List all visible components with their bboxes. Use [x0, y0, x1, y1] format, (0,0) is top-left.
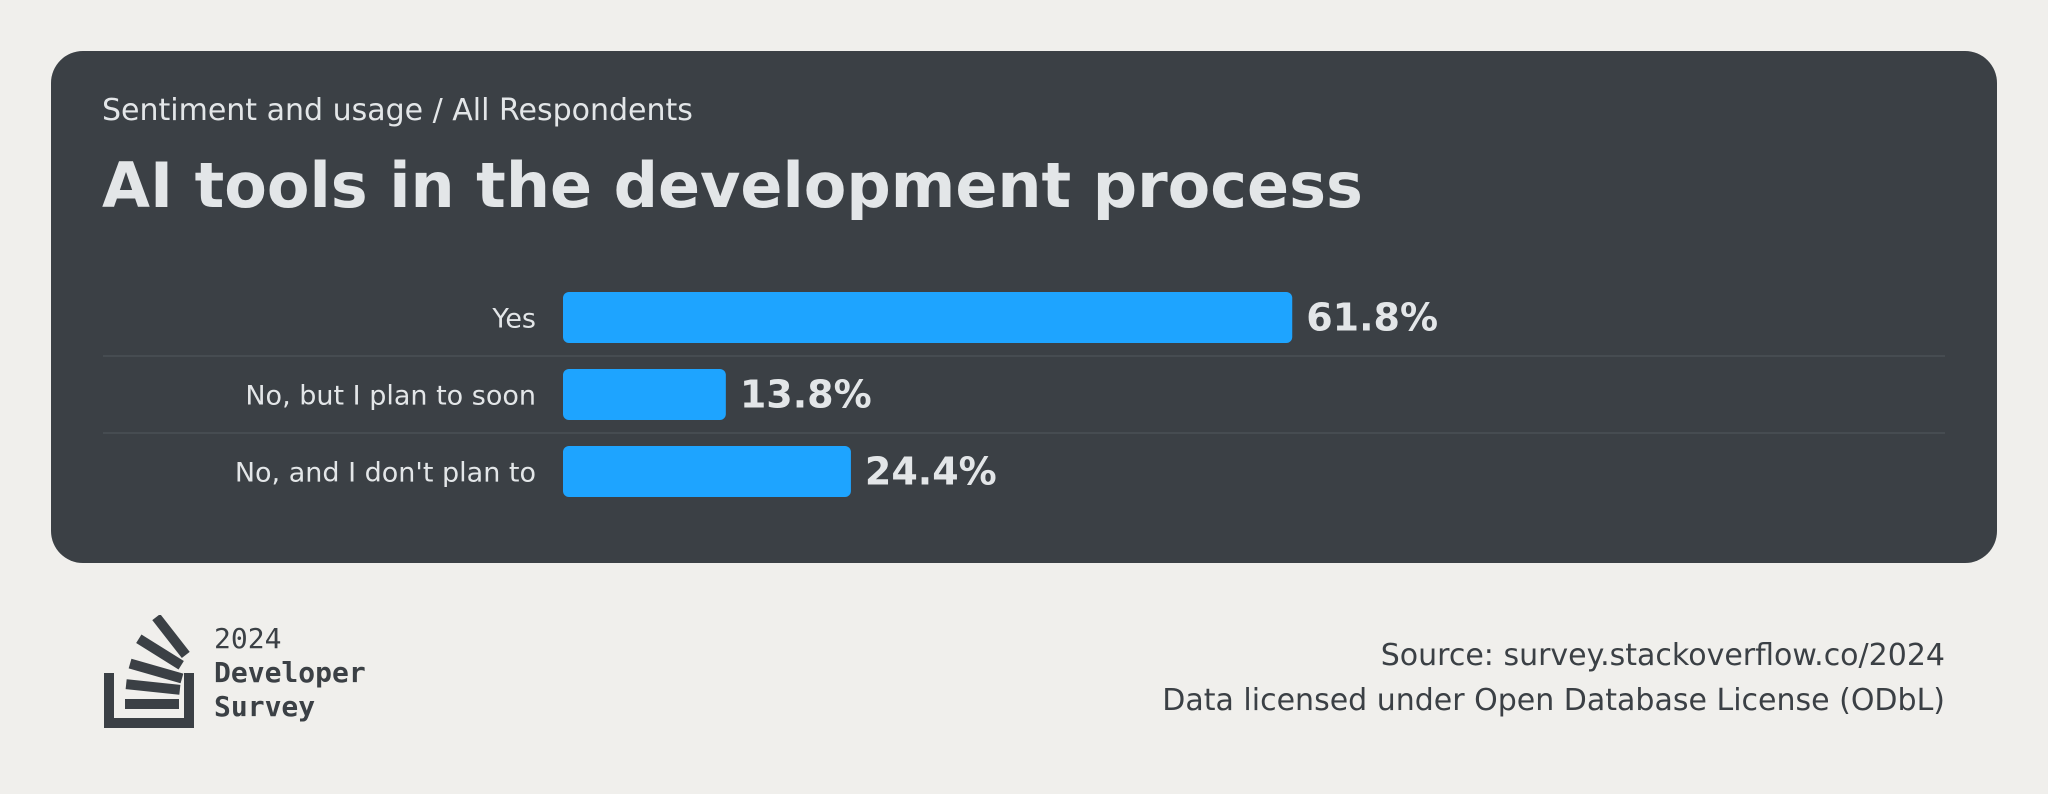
value-label: 61.8% [1306, 296, 1438, 340]
logo-developer: Developer [214, 656, 366, 689]
bar [563, 292, 1293, 343]
source-link: Source: survey.stackoverflow.co/2024 [1380, 638, 1945, 673]
category-label: No, and I don't plan to [235, 458, 536, 489]
stack-overflow-logo-icon [104, 615, 194, 728]
value-label: 24.4% [865, 450, 997, 494]
license-text: Data licensed under Open Database Licens… [1162, 683, 1945, 718]
category-label: Yes [491, 304, 536, 335]
breadcrumb: Sentiment and usage / All Respondents [102, 93, 693, 128]
source-attribution: Source: survey.stackoverflow.co/2024 Dat… [1162, 633, 1945, 723]
logo-survey: Survey [214, 690, 316, 723]
category-label: No, but I plan to soon [245, 381, 536, 412]
bar [563, 369, 726, 420]
bar [563, 446, 851, 497]
value-label: 13.8% [740, 373, 872, 417]
survey-logo-text: 2024 Developer Survey [214, 622, 366, 724]
logo-year: 2024 [214, 622, 282, 655]
chart-title: AI tools in the development process [102, 149, 1363, 222]
